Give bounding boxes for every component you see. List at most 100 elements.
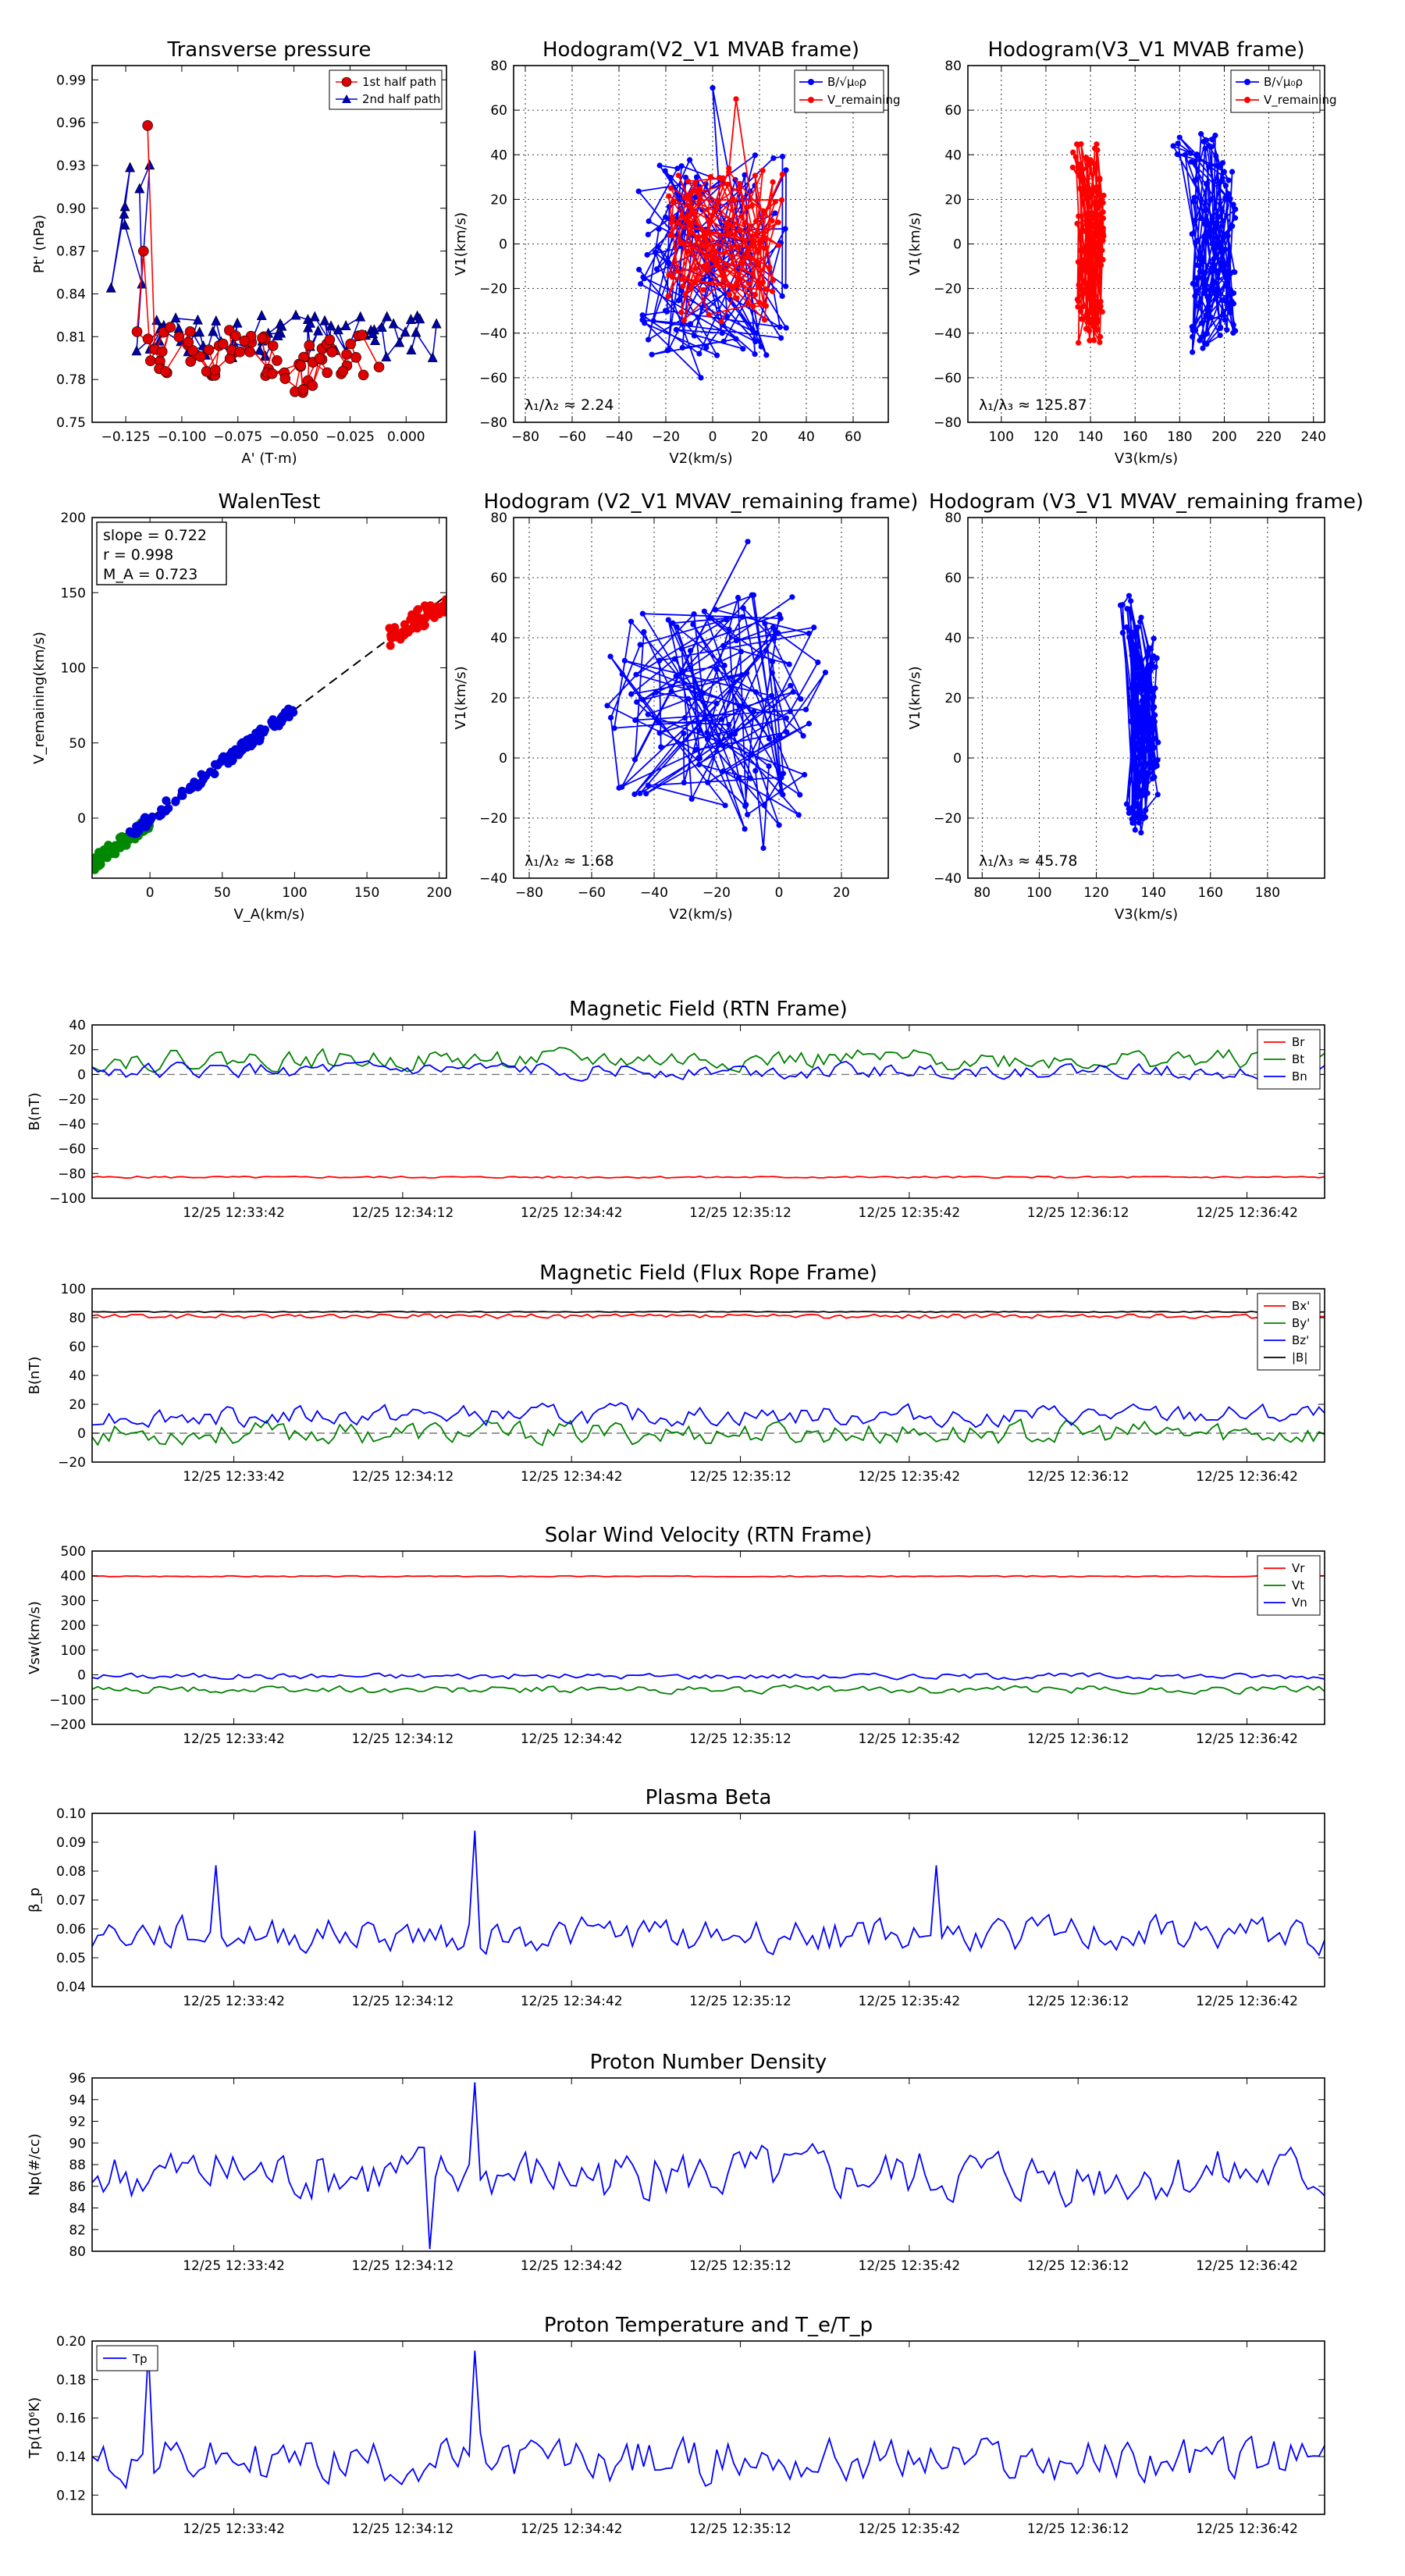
y-tick-label: 300 — [61, 1593, 86, 1609]
series-b-point — [1203, 181, 1210, 187]
x-tick-label: 12/25 12:36:12 — [1027, 1994, 1129, 2009]
x-tick-label: 12/25 12:36:42 — [1196, 1205, 1298, 1221]
series-v-point — [770, 179, 776, 185]
circle-point — [131, 326, 143, 337]
series-v-point — [706, 311, 712, 318]
series-v-point — [688, 795, 695, 802]
series-v-point — [761, 802, 767, 809]
x-tick-label: 0.000 — [387, 429, 425, 445]
series-b-point — [1212, 247, 1218, 253]
series-b-point — [1170, 143, 1176, 149]
series-v-point — [735, 774, 742, 781]
series-v-point — [1083, 267, 1090, 274]
series-b-point — [673, 326, 679, 333]
series-b-point — [1188, 158, 1194, 165]
y-axis-label: V_remaining(km/s) — [31, 632, 48, 764]
series-b-point — [696, 350, 702, 357]
triangle-point — [394, 336, 405, 347]
series-b-point — [644, 251, 650, 258]
series-v-point — [737, 227, 744, 234]
series-v-point — [788, 682, 794, 688]
series-v-point — [678, 646, 685, 652]
y-tick-label: 0.90 — [56, 201, 86, 217]
series-v-point — [607, 653, 614, 660]
panel-title: Magnetic Field (RTN Frame) — [569, 998, 848, 1021]
series-b-point — [646, 218, 652, 224]
series-v-point — [1130, 809, 1137, 817]
legend-marker — [808, 97, 814, 103]
series-br-line — [92, 1175, 1325, 1179]
series-b-point — [656, 162, 663, 169]
x-tick-label: 12/25 12:35:42 — [859, 1469, 961, 1485]
triangle-point — [194, 326, 205, 337]
series-b-point — [710, 84, 716, 91]
series-b-point — [1207, 286, 1213, 294]
x-tick-label: 12/25 12:36:42 — [1196, 1469, 1298, 1485]
point-red — [411, 622, 421, 632]
series-v-point — [1087, 224, 1094, 231]
series-bx-line — [92, 1313, 1325, 1319]
series-v-point — [631, 791, 638, 798]
y-tick-label: 80 — [490, 59, 507, 74]
series-v-point — [1097, 303, 1104, 309]
series-v-point — [1126, 592, 1133, 599]
series-v-point — [705, 779, 711, 785]
series-v-point — [619, 671, 625, 678]
series-b-point — [1193, 239, 1199, 246]
series-v-point — [713, 700, 720, 706]
series-v-point — [713, 249, 719, 255]
x-tick-label: 160 — [1198, 885, 1223, 901]
x-tick-label: 12/25 12:33:42 — [183, 2521, 285, 2537]
x-tick-label: 100 — [282, 885, 307, 901]
series-v-point — [786, 661, 792, 667]
x-axis-label: V3(km/s) — [1115, 450, 1178, 467]
series-v-point — [667, 185, 674, 191]
circle-point — [337, 365, 349, 377]
series-v-line — [667, 98, 784, 323]
series-bt-line — [92, 1047, 1325, 1073]
triangle-point — [355, 311, 366, 322]
series-v-point — [760, 208, 767, 214]
y-tick-label: 100 — [61, 661, 86, 677]
series-v-point — [1094, 219, 1101, 226]
y-tick-label: 400 — [61, 1569, 86, 1585]
series-b-point — [724, 313, 731, 320]
x-tick-label: −0.075 — [213, 429, 262, 445]
y-tick-label: 82 — [69, 2222, 86, 2238]
series-v-point — [669, 214, 676, 220]
axes-frame — [91, 65, 447, 423]
y-tick-label: 0 — [77, 1426, 86, 1442]
point-blue — [218, 753, 227, 763]
triangle-point — [208, 326, 219, 336]
axes-frame — [967, 517, 1325, 879]
series-b-point — [1204, 294, 1211, 300]
series-v-point — [1090, 234, 1097, 241]
series-v-point — [1095, 239, 1101, 245]
series-b-point — [1215, 224, 1221, 230]
series-b-point — [779, 293, 785, 299]
series-b-point — [638, 281, 644, 287]
series-v-point — [697, 197, 703, 203]
series-v-point — [1094, 327, 1100, 333]
series-np-line — [92, 2082, 1325, 2250]
point-red — [420, 621, 429, 630]
circle-point — [345, 338, 356, 350]
point-red — [425, 610, 435, 620]
series-v-point — [658, 744, 664, 750]
series-v-point — [701, 608, 707, 614]
series-v-point — [1155, 739, 1161, 745]
series-v-point — [1151, 635, 1157, 642]
y-tick-label: 0.08 — [56, 1864, 86, 1880]
series-v-point — [1070, 149, 1076, 155]
axes-frame — [91, 1024, 1325, 1199]
series-v-point — [1133, 664, 1139, 671]
series-v-point — [1137, 760, 1144, 767]
x-tick-label: 12/25 12:34:42 — [521, 1469, 623, 1485]
legend-marker — [1244, 79, 1250, 85]
x-tick-label: 12/25 12:34:12 — [352, 1205, 454, 1221]
series-b-point — [1193, 275, 1200, 281]
series-v-point — [756, 299, 763, 306]
legend-marker — [341, 76, 352, 87]
triangle-point — [400, 326, 411, 337]
series-v-point — [1075, 340, 1082, 346]
